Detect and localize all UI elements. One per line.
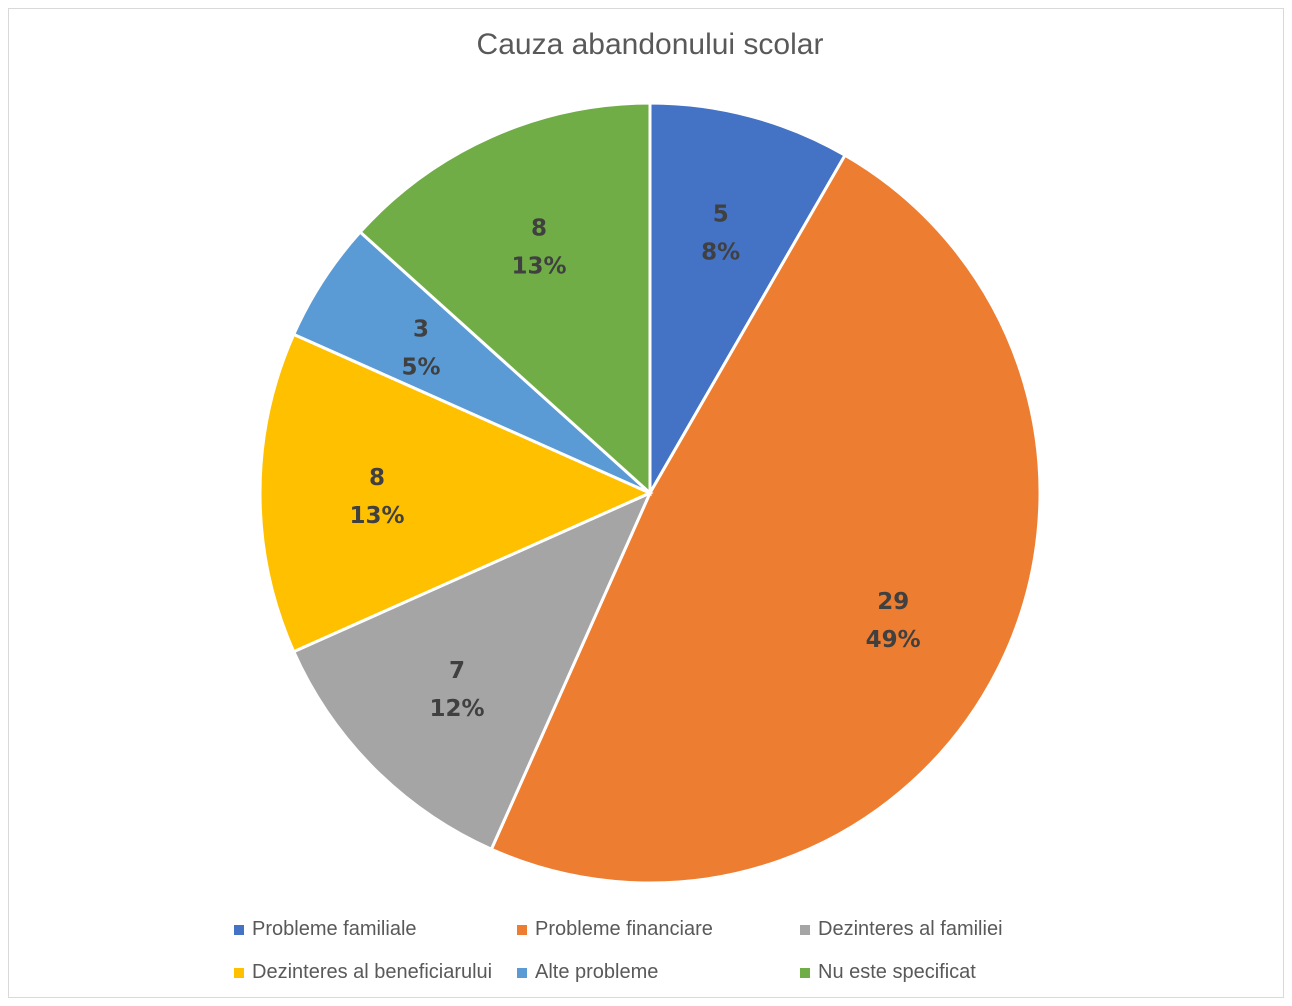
pie-slice [291,490,653,852]
pie-slice [648,101,848,499]
slice-percent-label: 5% [401,354,440,380]
legend-item: Dezinteres al familiei [800,918,1003,941]
legend-label: Probleme financiare [535,918,713,940]
legend-swatch [800,924,810,935]
legend-item: Alte probleme [517,961,658,984]
slice-value-label: 3 [413,316,429,342]
legend-swatch [234,924,244,935]
legend-item: Nu este specificat [800,961,976,984]
slice-percent-label: 13% [349,503,404,529]
legend-label: Probleme familiale [252,918,417,940]
pie-slice [489,153,1042,885]
pie-slice [258,332,654,654]
legend-label: Nu este specificat [818,961,976,983]
slice-percent-label: 8% [701,239,740,265]
slice-value-label: 8 [531,216,547,242]
legend-label: Alte probleme [535,961,659,983]
chart-title: Cauza abandonului scolar [476,28,824,61]
legend-label: Dezinteres al familiei [818,918,1003,940]
pie-slice [358,101,652,497]
legend-item: Dezinteres al beneficiarului [234,961,492,984]
slice-percent-label: 12% [429,696,484,722]
slice-value-label: 7 [449,658,465,684]
slice-value-label: 29 [877,589,909,615]
legend-item: Probleme financiare [517,918,713,941]
legend-label: Dezinteres al beneficiarului [252,961,493,983]
slice-value-label: 5 [713,201,729,227]
legend-item: Probleme familiale [234,918,417,941]
legend-swatch [517,924,527,935]
slice-value-label: 8 [369,465,385,491]
legend-swatch [517,967,527,978]
slice-percent-label: 49% [866,627,921,653]
legend-swatch [800,967,810,978]
legend-swatch [234,967,244,978]
slice-percent-label: 13% [511,254,566,280]
